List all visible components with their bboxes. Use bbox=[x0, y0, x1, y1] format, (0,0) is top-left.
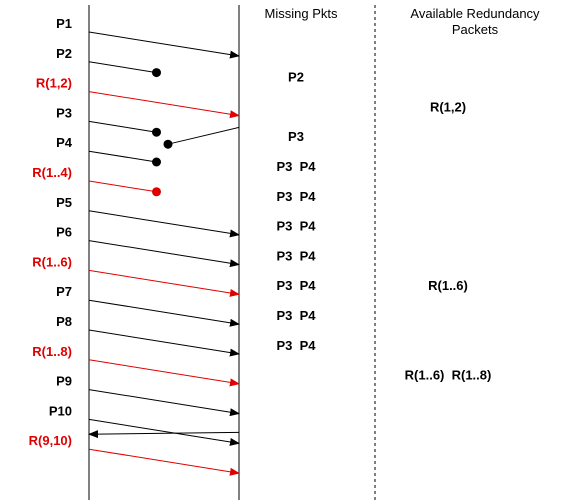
packet-label: P4 bbox=[56, 135, 73, 150]
redundancy-header-line1: Available Redundancy bbox=[410, 6, 540, 21]
packet-arrow bbox=[88, 448, 240, 476]
lost-packet-arrow bbox=[88, 180, 157, 193]
loss-marker bbox=[152, 68, 161, 78]
packet-label: R(1..6) bbox=[32, 254, 72, 269]
packet-label: P9 bbox=[56, 374, 72, 389]
packet-arrow bbox=[88, 418, 240, 446]
packet-arrow bbox=[88, 389, 240, 417]
packet-label: P6 bbox=[56, 225, 72, 240]
missing-packets-entry: P3 P4 bbox=[276, 248, 316, 263]
packet-label: R(1..4) bbox=[32, 165, 72, 180]
missing-header: Missing Pkts bbox=[265, 6, 338, 21]
missing-packets-entry: P3 P4 bbox=[276, 159, 316, 174]
loss-marker bbox=[152, 127, 161, 137]
missing-packets-entry: P3 P4 bbox=[276, 219, 316, 234]
missing-packets-entry: P3 P4 bbox=[276, 308, 316, 323]
feedback-arrow bbox=[88, 430, 240, 439]
packet-label: P5 bbox=[56, 195, 72, 210]
missing-packets-entry: P3 P4 bbox=[276, 278, 316, 293]
packet-label: P7 bbox=[56, 284, 72, 299]
lost-packet-arrow bbox=[88, 120, 157, 133]
lost-packet-arrow bbox=[88, 61, 157, 74]
packet-arrow bbox=[88, 91, 240, 119]
missing-packets-entry: P3 P4 bbox=[276, 189, 316, 204]
available-redundancy-entry: R(1..6) bbox=[428, 278, 468, 293]
missing-packets-entry: P3 P4 bbox=[276, 338, 316, 353]
packet-label: R(1..8) bbox=[32, 344, 72, 359]
packet-arrow bbox=[88, 210, 240, 238]
feedback-arrow-lost bbox=[167, 126, 240, 145]
packet-label: R(1,2) bbox=[36, 76, 72, 91]
packet-label: P8 bbox=[56, 314, 72, 329]
missing-packets-entry: P3 bbox=[288, 129, 304, 144]
loss-marker bbox=[152, 187, 161, 197]
packet-arrow bbox=[88, 359, 240, 387]
available-redundancy-entry: R(1..6) R(1..8) bbox=[405, 368, 492, 383]
lost-packet-arrow bbox=[88, 150, 157, 163]
packet-arrow bbox=[88, 329, 240, 357]
loss-marker bbox=[163, 139, 173, 149]
packet-label: P3 bbox=[56, 105, 72, 120]
packet-label: P2 bbox=[56, 46, 72, 61]
packet-label: P1 bbox=[56, 16, 72, 31]
missing-packets-entry: P2 bbox=[288, 70, 304, 85]
available-redundancy-entry: R(1,2) bbox=[430, 99, 466, 114]
packet-arrow bbox=[88, 31, 240, 59]
redundancy-header-line2: Packets bbox=[452, 22, 499, 37]
packet-arrow bbox=[88, 269, 240, 297]
packet-label: P10 bbox=[49, 403, 72, 418]
loss-marker bbox=[152, 157, 161, 167]
packet-label: R(9,10) bbox=[29, 433, 72, 448]
packet-arrow bbox=[88, 299, 240, 327]
packet-arrow bbox=[88, 240, 240, 268]
